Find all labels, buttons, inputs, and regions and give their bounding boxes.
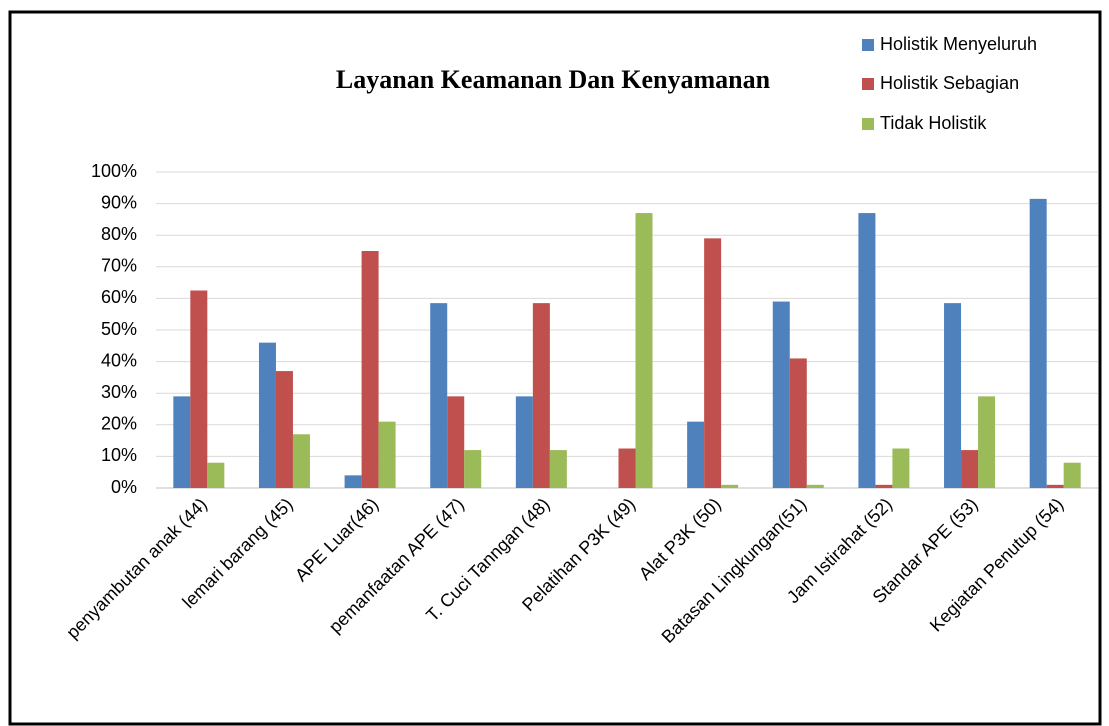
y-tick-label: 60%: [101, 287, 137, 307]
bar: [275, 371, 293, 488]
bar: [789, 358, 807, 488]
y-tick-label: 70%: [101, 256, 137, 276]
bar: [207, 462, 225, 488]
legend-swatch: [862, 78, 874, 90]
x-tick-label: APE Luar(46): [291, 494, 382, 585]
bar: [806, 484, 824, 488]
x-tick-label: penyambutan anak (44): [62, 494, 211, 643]
bar: [1029, 198, 1047, 489]
bar: [721, 484, 739, 488]
y-tick-label: 40%: [101, 350, 137, 370]
bar: [978, 396, 996, 488]
bar: [1063, 462, 1081, 488]
bar: [772, 301, 790, 488]
bar: [430, 303, 448, 488]
bar: [704, 238, 722, 488]
bar: [549, 450, 567, 488]
y-tick-label: 30%: [101, 382, 137, 402]
bar: [618, 448, 636, 488]
legend-label: Holistik Sebagian: [880, 73, 1019, 93]
bar: [875, 484, 893, 488]
frame: [8, 10, 1102, 726]
x-tick-label: Alat P3K (50): [635, 494, 725, 584]
y-tick-label: 80%: [101, 224, 137, 244]
legend-label: Tidak Holistik: [880, 113, 987, 133]
bar: [190, 290, 208, 488]
bar: [961, 450, 979, 488]
legend-swatch: [862, 118, 874, 130]
y-tick-label: 100%: [91, 161, 137, 181]
bar: [344, 475, 362, 488]
bar: [532, 303, 550, 488]
y-tick-label: 90%: [101, 192, 137, 212]
bar: [944, 303, 962, 488]
bar: [858, 213, 876, 488]
chart-title: Layanan Keamanan Dan Kenyamanan: [336, 65, 771, 94]
x-tick-label: Batasan Lingkungan(51): [658, 494, 811, 647]
bar: [687, 421, 705, 488]
bar: [173, 396, 191, 488]
y-tick-label: 20%: [101, 414, 137, 434]
y-tick-label: 0%: [111, 477, 137, 497]
legend-label: Holistik Menyeluruh: [880, 34, 1037, 54]
bar: [361, 251, 379, 488]
bar: [892, 448, 910, 488]
bar: [258, 342, 276, 488]
bar: [447, 396, 465, 488]
legend-swatch: [862, 39, 874, 51]
bar: [292, 434, 310, 488]
bar: [515, 396, 533, 488]
bar: [378, 421, 396, 488]
y-tick-label: 50%: [101, 319, 137, 339]
bar: [1046, 484, 1064, 488]
bar: [635, 213, 653, 488]
y-tick-label: 10%: [101, 445, 137, 465]
bar: [464, 450, 482, 488]
